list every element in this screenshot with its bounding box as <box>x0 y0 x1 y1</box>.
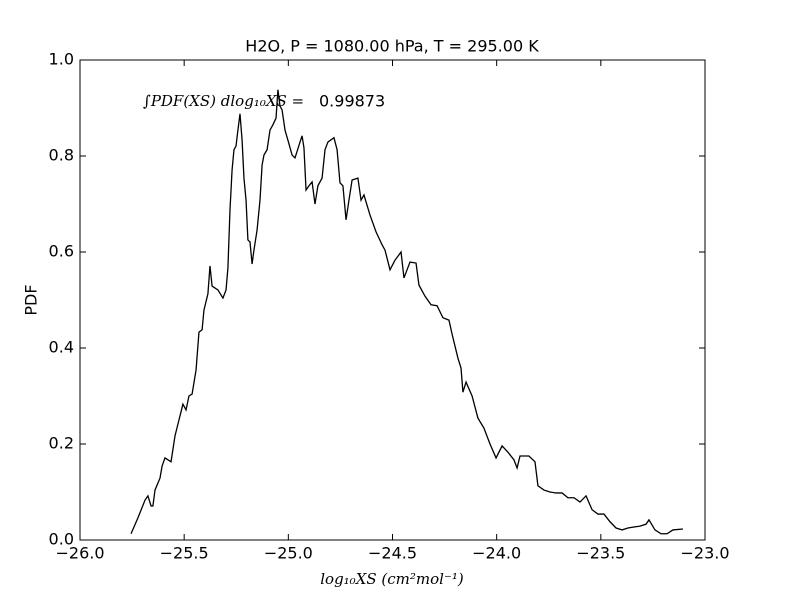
data-line <box>130 89 683 535</box>
y-tick-label: 0.4 <box>49 338 74 357</box>
plot-frame <box>79 59 706 541</box>
x-tick-label: −26.0 <box>55 544 104 563</box>
chart-title: H2O, P = 1080.00 hPa, T = 295.00 K <box>245 37 539 56</box>
y-tick-label: 1.0 <box>49 50 74 69</box>
x-axis-label: log₁₀XS (cm²mol⁻¹) <box>320 570 464 588</box>
y-axis-label: PDF <box>22 284 41 315</box>
y-tick-label: 0.8 <box>49 146 74 165</box>
x-tick-label: −25.0 <box>264 544 313 563</box>
y-tick-label: 0.0 <box>49 530 74 549</box>
x-tick-label: −25.5 <box>160 544 209 563</box>
x-tick-label: −23.0 <box>680 544 729 563</box>
x-tick-label: −24.0 <box>472 544 521 563</box>
x-tick-label: −23.5 <box>576 544 625 563</box>
y-tick-label: 0.2 <box>49 434 74 453</box>
x-tick-label: −24.5 <box>368 544 417 563</box>
annotation-value: 0.99873 <box>319 92 385 111</box>
y-tick-label: 0.6 <box>49 242 74 261</box>
annotation: ∫PDF(XS) dlog₁₀XS = <box>143 92 304 110</box>
